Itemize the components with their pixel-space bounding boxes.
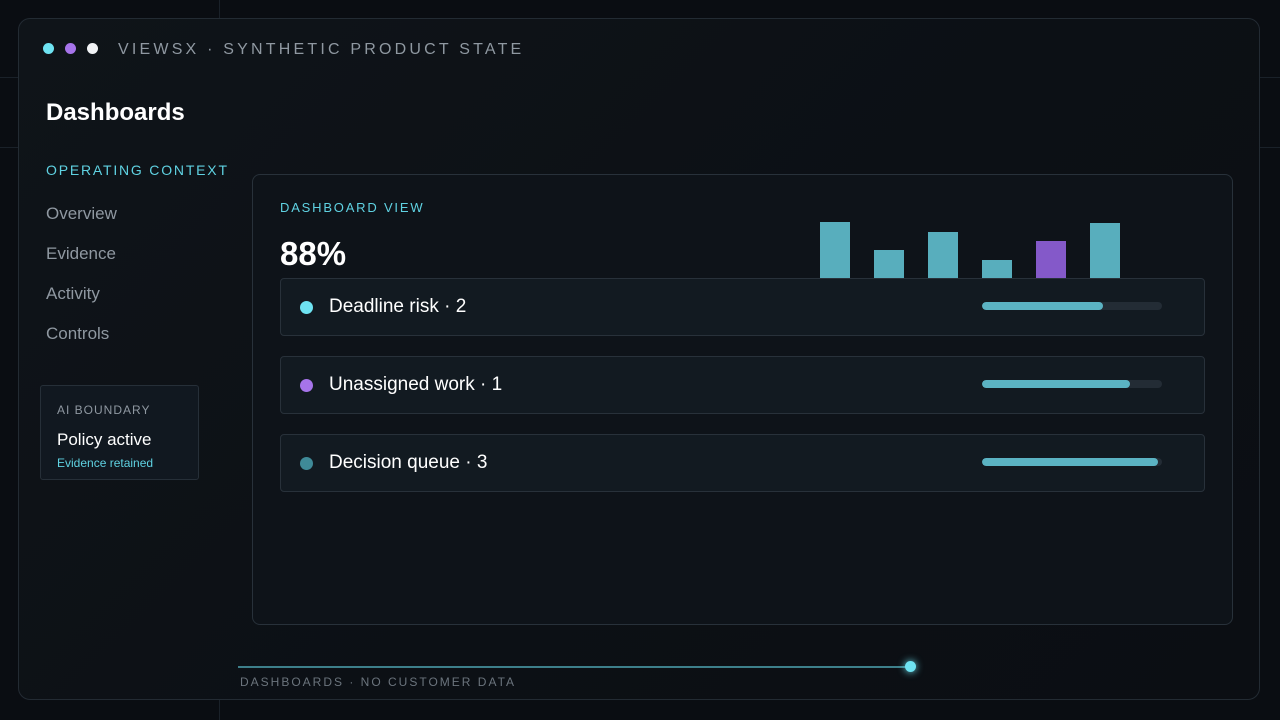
ai-boundary-card: AI BOUNDARY Policy active Evidence retai… bbox=[40, 385, 199, 480]
chart-bar bbox=[820, 221, 850, 278]
bg-grid-line bbox=[1260, 147, 1280, 148]
panel-label: DASHBOARD VIEW bbox=[280, 200, 425, 215]
bg-grid-line bbox=[219, 700, 220, 720]
window-title: VIEWSX · SYNTHETIC PRODUCT STATE bbox=[118, 41, 525, 58]
bg-grid-line bbox=[0, 77, 18, 78]
footer-progress-line bbox=[238, 666, 911, 668]
bg-grid-line bbox=[1260, 77, 1280, 78]
chart-bar bbox=[874, 249, 904, 278]
status-dot bbox=[300, 301, 313, 314]
progress-fill bbox=[982, 302, 1103, 310]
status-dot bbox=[300, 457, 313, 470]
window-dot-cyan[interactable] bbox=[43, 43, 54, 54]
chart-bar bbox=[1090, 222, 1120, 278]
ai-boundary-sub: Evidence retained bbox=[57, 456, 154, 470]
window-dot-purple[interactable] bbox=[65, 43, 76, 54]
progress-track bbox=[982, 380, 1162, 388]
status-row-deadline-risk[interactable]: Deadline risk · 2 bbox=[280, 278, 1205, 336]
mini-bar-chart bbox=[820, 218, 1120, 278]
progress-fill bbox=[982, 458, 1159, 466]
bg-grid-line bbox=[219, 0, 220, 18]
ai-boundary-status: Policy active bbox=[57, 430, 152, 449]
app-window: VIEWSX · SYNTHETIC PRODUCT STATE Dashboa… bbox=[18, 18, 1260, 700]
status-row-unassigned-work[interactable]: Unassigned work · 1 bbox=[280, 356, 1205, 414]
chart-bar bbox=[1036, 241, 1066, 278]
page-title: Dashboards bbox=[46, 99, 185, 126]
sidebar-item-controls[interactable]: Controls bbox=[46, 324, 110, 343]
sidebar-item-overview[interactable]: Overview bbox=[46, 204, 117, 223]
ai-boundary-label: AI BOUNDARY bbox=[57, 403, 151, 417]
metric-value: 88% bbox=[280, 235, 347, 272]
row-label: Unassigned work · 1 bbox=[329, 374, 503, 395]
chart-bar bbox=[928, 231, 958, 278]
chart-bar bbox=[982, 259, 1012, 278]
progress-track bbox=[982, 302, 1162, 310]
footer-progress-knob[interactable] bbox=[905, 661, 916, 672]
bg-grid-line bbox=[0, 147, 18, 148]
status-row-decision-queue[interactable]: Decision queue · 3 bbox=[280, 434, 1205, 492]
sidebar-item-evidence[interactable]: Evidence bbox=[46, 244, 116, 263]
row-label: Decision queue · 3 bbox=[329, 452, 488, 473]
status-dot bbox=[300, 379, 313, 392]
window-dot-white[interactable] bbox=[87, 43, 98, 54]
sidebar-section-label: OPERATING CONTEXT bbox=[46, 162, 229, 178]
row-label: Deadline risk · 2 bbox=[329, 296, 467, 317]
footer-label: DASHBOARDS · NO CUSTOMER DATA bbox=[240, 675, 517, 689]
progress-track bbox=[982, 458, 1162, 466]
progress-fill bbox=[982, 380, 1130, 388]
sidebar-item-activity[interactable]: Activity bbox=[46, 284, 100, 303]
dashboard-panel: DASHBOARD VIEW 88% Deadline risk · 2 Una… bbox=[252, 174, 1233, 625]
